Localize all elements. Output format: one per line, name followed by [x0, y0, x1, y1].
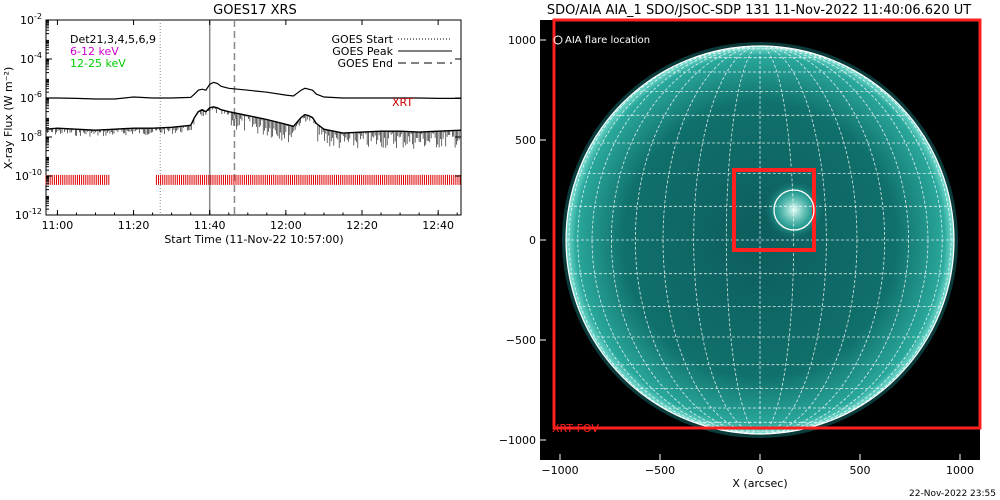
goes-x-tick-label: 11:20 — [118, 219, 150, 232]
aia-longitude-line — [759, 45, 795, 435]
aia-longitude-line — [759, 45, 952, 435]
aia-longitude-line — [759, 45, 909, 435]
aia-heliographic-grid — [566, 45, 954, 435]
goes-x-tick-label: 11:40 — [194, 219, 226, 232]
aia-y-tick-label: 500 — [515, 134, 536, 147]
goes-y-tick-label: 10-12 — [15, 207, 42, 222]
aia-y-tick-label: 1000 — [508, 34, 536, 47]
goes-y-tick-label: 10-6 — [20, 90, 42, 105]
goes-legend-start-label: GOES Start — [332, 33, 394, 46]
aia-longitude-line — [568, 45, 761, 435]
goes-x-tick-label: 12:40 — [422, 219, 454, 232]
aia-longitude-line — [759, 45, 886, 435]
aia-longitude-line — [634, 45, 761, 435]
aia-legend-text: AIA flare location — [565, 35, 650, 46]
aia-ticks: −1000 −500 0 500 1000 1000 500 0 −500 −1000 — [499, 34, 974, 477]
goes-x-ticks: 11:00 11:20 11:40 12:00 12:20 12:40 — [42, 20, 458, 232]
goes-xrt-label: XRT — [392, 96, 413, 109]
aia-longitude-line — [725, 45, 761, 435]
aia-x-tick-label: −1000 — [541, 464, 578, 477]
date-stamp: 22-Nov-2022 23:55 — [909, 489, 996, 499]
aia-longitude-line — [693, 45, 761, 435]
goes-x-tick-label: 12:00 — [270, 219, 302, 232]
aia-sun — [562, 42, 958, 438]
goes-x-axis-label: Start Time (11-Nov-22 10:57:00) — [164, 233, 343, 246]
aia-flare-glow — [764, 180, 824, 240]
goes-y-ticks: 10-12 10-10 10-8 10-6 10-4 10-2 — [15, 12, 461, 222]
goes-long-channel-line — [46, 81, 461, 100]
aia-flare-circle — [773, 189, 815, 231]
goes-legend-detectors: Det21,3,4,5,6,9 — [70, 33, 156, 46]
goes-legend-6-12: 6-12 keV — [70, 45, 119, 58]
goes-plot-frame — [45, 19, 462, 216]
goes-series — [45, 81, 462, 149]
aia-longitude-line — [591, 45, 761, 435]
aia-x-tick-label: −500 — [645, 464, 675, 477]
goes-legend-peak-label: GOES Peak — [332, 45, 393, 58]
goes-red-ticks — [45, 174, 461, 185]
aia-longitude-line — [759, 45, 858, 435]
goes-y-tick-label: 10-8 — [20, 129, 42, 144]
aia-longitude-line — [759, 45, 943, 435]
goes-y-tick-label: 10-2 — [20, 12, 42, 27]
goes-noise — [45, 106, 461, 149]
goes-x-tick-label: 11:00 — [42, 219, 74, 232]
aia-sun-disk — [566, 46, 954, 434]
goes-chart-title: GOES17 XRS — [213, 3, 297, 18]
aia-y-tick-label: −1000 — [499, 434, 536, 447]
aia-longitude-line — [759, 45, 827, 435]
aia-longitude-line — [577, 45, 761, 435]
aia-longitude-line — [611, 45, 761, 435]
aia-legend-marker — [553, 35, 563, 45]
aia-x-tick-label: 1000 — [946, 464, 974, 477]
aia-y-tick-label: −500 — [506, 334, 536, 347]
goes-legend-end-label: GOES End — [337, 57, 393, 70]
goes-y-tick-label: 10-10 — [15, 168, 42, 183]
goes-y-axis-label: X-ray Flux (W m⁻²) — [2, 67, 15, 169]
aia-limb — [565, 45, 955, 435]
aia-x-tick-label: 500 — [850, 464, 871, 477]
aia-longitude-line — [759, 45, 929, 435]
aia-x-axis-label: X (arcsec) — [732, 477, 787, 490]
aia-longitude-line — [662, 45, 761, 435]
goes-x-tick-label: 12:20 — [346, 219, 378, 232]
goes-legend-12-25: 12-25 keV — [70, 57, 126, 70]
aia-xrt-fov-box — [552, 18, 982, 430]
aia-overlays — [552, 18, 982, 430]
aia-xrt-fov-label: XRT FOV — [552, 422, 599, 435]
goes-y-tick-label: 10-4 — [20, 51, 42, 66]
aia-x-tick-label: 0 — [757, 464, 764, 477]
aia-chart-title: SDO/AIA AIA_1 SDO/JSOC-SDP 131 11-Nov-20… — [547, 3, 971, 18]
aia-y-tick-label: 0 — [529, 234, 536, 247]
